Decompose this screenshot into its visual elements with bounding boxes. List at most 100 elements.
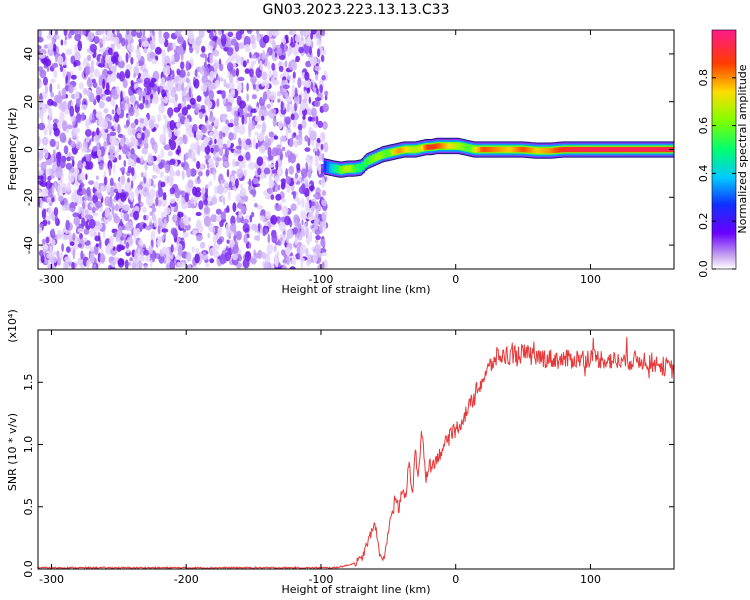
spectrogram-noise-blob <box>184 118 190 128</box>
spectrogram-noise-blob <box>204 154 212 160</box>
spectrogram-noise-blob <box>156 239 161 247</box>
spectrogram-noise-blob <box>163 232 167 239</box>
spectrogram-noise-blob <box>191 126 195 134</box>
spectrogram-noise-blob <box>176 68 181 76</box>
spectrogram-noise-blob <box>316 48 321 58</box>
spectrogram-noise-blob <box>286 247 291 257</box>
spectrogram-noise-blob <box>304 147 311 153</box>
spectrogram-noise-blob <box>158 187 164 198</box>
spectrogram-noise-blob <box>57 229 62 240</box>
spectrogram-noise-blob <box>238 137 242 146</box>
spectrogram-noise-blob <box>152 206 157 213</box>
spectrogram-noise-blob <box>50 78 56 84</box>
spectrogram-noise-blob <box>130 80 134 86</box>
spectrogram-noise-blob <box>265 210 272 220</box>
spectrogram-ridge-cell <box>657 148 662 151</box>
spectrogram-noise-blob <box>319 131 326 143</box>
spectrogram-noise-blob <box>252 83 256 90</box>
spectrogram-noise-blob <box>126 248 130 253</box>
spectrogram-noise-blob <box>76 259 82 266</box>
spectrogram-noise-blob <box>314 65 321 72</box>
spectrogram-noise-blob <box>168 170 176 178</box>
spectrogram-noise-blob <box>161 235 165 242</box>
spectrogram-ridge-cell <box>490 148 494 151</box>
spectrogram-noise-blob <box>92 195 99 204</box>
spectrogram-noise-blob <box>214 144 220 153</box>
spectrogram-noise-blob <box>306 86 311 94</box>
spectrogram-noise-blob <box>150 93 154 100</box>
spectrogram-noise-blob <box>194 69 198 78</box>
snr-x-tick-label: 0 <box>452 573 459 586</box>
spectrogram-noise-blob <box>301 169 308 179</box>
spectrogram-noise-blob <box>105 30 108 36</box>
spectrogram-noise-blob <box>96 127 100 136</box>
spectrogram-noise-blob <box>161 97 164 108</box>
spectrogram-noise-blob <box>219 130 223 140</box>
spectrogram-noise-blob <box>160 77 166 86</box>
spectrogram-noise-blob <box>198 171 203 177</box>
spectrogram-noise-blob <box>217 184 224 195</box>
spectrogram-noise-blob <box>59 251 64 261</box>
spectrogram-noise-blob <box>56 83 61 90</box>
spectrogram-noise-blob <box>306 254 313 264</box>
spectrogram-noise-blob <box>294 172 299 179</box>
spectrogram-noise-blob <box>174 188 181 199</box>
spectrogram-noise-blob <box>80 250 84 261</box>
spectrogram-noise-blob <box>212 35 218 41</box>
spectrogram-noise-blob <box>84 214 91 220</box>
spectrogram-noise-blob <box>302 115 306 121</box>
spectrogram-noise-blob <box>310 201 315 207</box>
spectrogram-noise-blob <box>242 60 247 68</box>
spectrogram-noise-blob <box>323 141 329 153</box>
spectrogram-noise-blob <box>299 102 306 111</box>
spectrogram-noise-blob <box>70 140 76 148</box>
spectrogram-noise-blob <box>226 47 234 56</box>
spectrogram-noise-blob <box>276 166 284 177</box>
spectrogram-noise-blob <box>99 43 104 48</box>
spectrogram-noise-blob <box>63 30 68 37</box>
spectrogram-noise-blob <box>230 38 238 46</box>
spectrogram-noise-blob <box>309 130 317 141</box>
spectrogram-ridge-cell <box>512 148 516 151</box>
spectrogram-noise-blob <box>93 145 98 152</box>
spectrogram-noise-blob <box>306 108 313 116</box>
spectrogram-ridge-cell <box>374 155 379 159</box>
spectrogram-noise-blob <box>59 65 64 73</box>
spectrogram-noise-blob <box>38 162 41 168</box>
spectrogram-noise-blob <box>200 162 204 169</box>
spectrogram-ridge-cell <box>409 148 414 151</box>
spectrogram-noise-blob <box>109 131 117 136</box>
spectrogram-noise-blob <box>63 64 67 69</box>
spectrogram-noise-blob <box>89 65 95 74</box>
snr-series-line <box>38 336 674 569</box>
spectrogram-noise-blob <box>199 111 203 120</box>
spectrogram-noise-blob <box>204 55 208 63</box>
spectrogram-ridge-cell <box>558 148 562 152</box>
spectrogram-noise-blob <box>237 155 244 162</box>
spectrogram-noise-blob <box>140 156 144 164</box>
spectrogram-noise-blob <box>112 30 115 34</box>
spectrogram-noise-blob <box>38 175 44 180</box>
spectrogram-noise-blob <box>320 238 326 248</box>
snr-x-tick-label: -200 <box>174 573 199 586</box>
spectrogram-ridge-cell <box>334 167 338 171</box>
spectrogram-ridge-cell <box>515 148 519 151</box>
spectrogram-ridge-cell <box>469 147 473 151</box>
spectrogram-noise-blob <box>259 60 263 71</box>
spectrogram-ridge-cell <box>426 145 430 149</box>
spectrogram-noise-blob <box>57 55 64 65</box>
spectrogram-noise-blob <box>284 43 287 54</box>
spectrogram-noise-blob <box>175 169 181 177</box>
spectrogram-noise <box>38 30 329 269</box>
spectrogram-noise-blob <box>81 112 85 122</box>
spectrogram-noise-blob <box>63 60 67 66</box>
spectrogram-noise-blob <box>42 219 48 227</box>
spectrogram-noise-blob <box>91 112 95 124</box>
spectrogram-noise-blob <box>187 179 194 189</box>
spectrogram-noise-blob <box>272 117 277 127</box>
spectrogram-noise-blob <box>262 228 267 237</box>
spectrogram-noise-blob <box>169 187 176 195</box>
spectrogram-noise-blob <box>321 199 328 207</box>
spectrogram-noise-blob <box>48 117 51 125</box>
spectrogram-ridge-cell <box>477 148 481 151</box>
